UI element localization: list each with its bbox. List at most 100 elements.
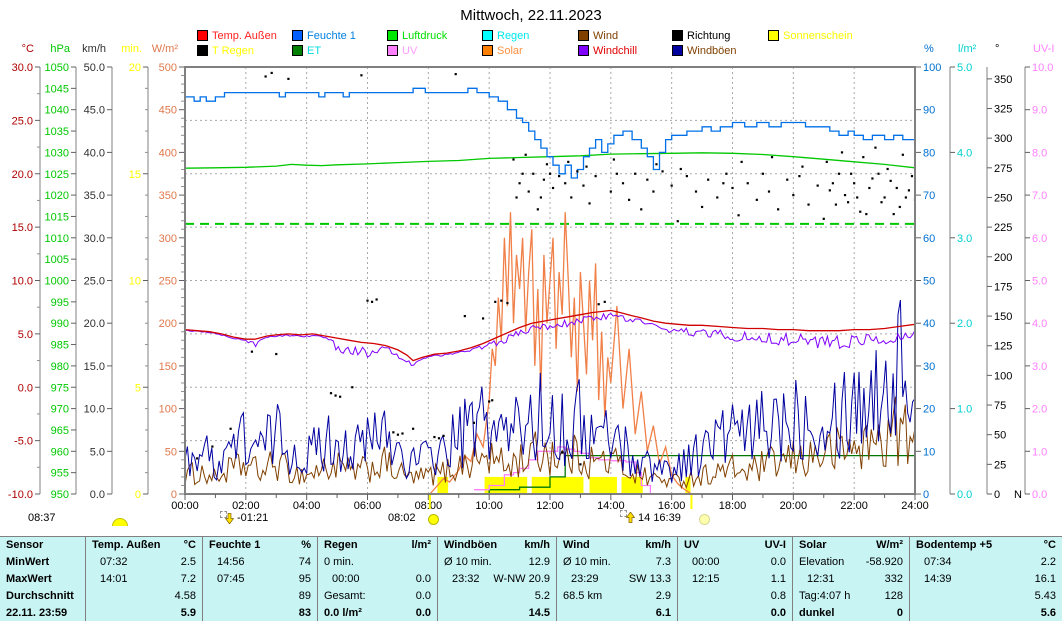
series-richtung — [570, 196, 573, 199]
series-richtung — [588, 202, 591, 205]
table-row: 0.8 — [770, 590, 786, 602]
table-row: Gesamt: 0.0 — [324, 590, 431, 602]
axis-label: 20 — [129, 62, 141, 74]
sunrise-label: 08:02 — [388, 512, 416, 524]
series-richtung — [494, 300, 497, 303]
series-richtung — [287, 77, 290, 80]
axis-label: 70 — [923, 190, 935, 202]
series-et — [185, 454, 915, 494]
table-col-bodentemp-5: Bodentemp +5 °C 07:34 2.2 14:39 16.1 5.43 5.6 — [910, 537, 1062, 621]
legend-item-feuchte-1: Feuchte 1 — [292, 29, 356, 42]
column-header: Bodentemp +5 °C — [916, 539, 1056, 551]
series-sonnenschein — [484, 476, 528, 493]
series-richtung — [548, 172, 552, 175]
axis-label: 00:00 — [171, 500, 199, 512]
axis-label: 0 — [171, 489, 177, 501]
series-richtung — [621, 182, 625, 185]
series-temp-au-en — [185, 309, 915, 362]
moon-down-arrow-icon — [225, 513, 234, 524]
column-header: Windböen km/h — [444, 539, 550, 551]
page-title: Mittwoch, 22.11.2023 — [460, 7, 602, 24]
series-richtung — [375, 298, 378, 301]
series-richtung — [515, 196, 518, 199]
axis-label: 90 — [923, 105, 935, 117]
table-row: 07:32 2.5 — [100, 556, 196, 568]
legend-item-regen: Regen — [482, 29, 529, 42]
series-richtung — [454, 73, 457, 76]
table-row: 12:15 1.1 — [692, 573, 786, 585]
series-richtung — [264, 75, 267, 78]
series-richtung — [898, 205, 901, 209]
feuchte-1-swatch-icon — [292, 30, 303, 41]
series-richtung — [761, 172, 765, 175]
legend-label: Solar — [497, 44, 523, 57]
series-richtung — [868, 186, 871, 190]
legend-label: ET — [307, 44, 322, 57]
series-richtung — [524, 153, 527, 156]
legend-label: Sonnenschein — [783, 29, 853, 42]
axis-label: 970 — [51, 404, 69, 416]
series-richtung — [634, 172, 637, 175]
table-col-windb-en: Windböen km/h Ø 10 min. 12.9 23:32 W-NW 20.9 5… — [438, 537, 557, 621]
table-row: 07:45 95 — [217, 573, 311, 585]
axis-label: 1050 — [45, 62, 69, 74]
temp-au-en-swatch-icon — [197, 30, 208, 41]
axis-label: 350 — [159, 190, 177, 202]
table-row: 5.9 — [180, 607, 196, 619]
axis-label: 955 — [51, 468, 69, 480]
series-richtung — [463, 314, 466, 318]
series-sonnenschein — [621, 476, 643, 493]
table-col-wind: Wind km/h Ø 10 min. 7.3 23:29 SW 13.3 68.5 km 2… — [557, 537, 678, 621]
table-row: dunkel 0 — [799, 607, 903, 619]
table-row: Ø 10 min. 7.3 — [563, 556, 671, 568]
axis-label: 1040 — [45, 105, 69, 117]
axis-label: 175 — [994, 281, 1012, 293]
axis-label: 4.0 — [1032, 318, 1047, 330]
series-richtung — [825, 160, 828, 163]
axis-label: 50 — [165, 446, 177, 458]
series-richtung — [532, 172, 535, 175]
legend-item-wind: Wind — [578, 29, 618, 42]
axis-label: 1025 — [45, 169, 69, 181]
axis-label: 980 — [51, 361, 69, 373]
series-richtung — [840, 151, 844, 154]
axis-label: 15 — [129, 169, 141, 181]
axis-label: -10.0 — [8, 489, 33, 501]
series-richtung — [862, 156, 865, 159]
axis-label: 20.0 — [12, 169, 33, 181]
legend-item-et: ET — [292, 44, 321, 57]
cursor-box-icon — [220, 511, 227, 518]
series-richtung — [877, 172, 880, 175]
axis-label: km/h — [82, 43, 106, 55]
series-richtung — [582, 184, 585, 187]
table-col-sensor: Sensor MinWert MaxWert Durchschnitt 22.11. 2… — [0, 537, 86, 621]
series-richtung — [521, 172, 524, 175]
axis-label: 18:00 — [719, 500, 747, 512]
table-row: 4.58 — [174, 590, 196, 602]
series-richtung — [850, 172, 853, 175]
axis-label: 06:00 — [354, 500, 382, 512]
legend-item-windb-en: Windböen — [672, 44, 737, 57]
series-richtung — [871, 177, 874, 180]
legend-item-t-regen: T Regen — [197, 44, 254, 57]
series-richtung — [334, 394, 337, 397]
series-richtung — [615, 172, 619, 175]
axis-label: 300 — [159, 233, 177, 245]
axis-label: ° — [995, 43, 999, 55]
series-richtung — [828, 189, 831, 192]
axis-label: 10.0 — [12, 276, 33, 288]
series-richtung — [396, 433, 400, 436]
axis-label: 30.0 — [12, 62, 33, 74]
axis-label: 30.0 — [84, 233, 105, 245]
axis-label: 200 — [159, 318, 177, 330]
series-richtung — [558, 175, 561, 178]
axis-label: hPa — [50, 43, 70, 55]
chart-plot: °C -10.0 -5.0 0.0 5.0 10.0 15.0 20.0 25.0 30.0 hPa… — [8, 43, 1054, 512]
series-richtung — [853, 182, 856, 185]
series-richtung — [229, 427, 232, 430]
axis-label: 960 — [51, 446, 69, 458]
axis-label: 350 — [994, 74, 1012, 86]
table-col-temp-au-en: Temp. Außen °C 07:32 2.5 14:01 7.2 4.58 5.9 — [86, 537, 203, 621]
axis-label: 1000 — [45, 276, 69, 288]
axis-label: 125 — [994, 341, 1012, 353]
